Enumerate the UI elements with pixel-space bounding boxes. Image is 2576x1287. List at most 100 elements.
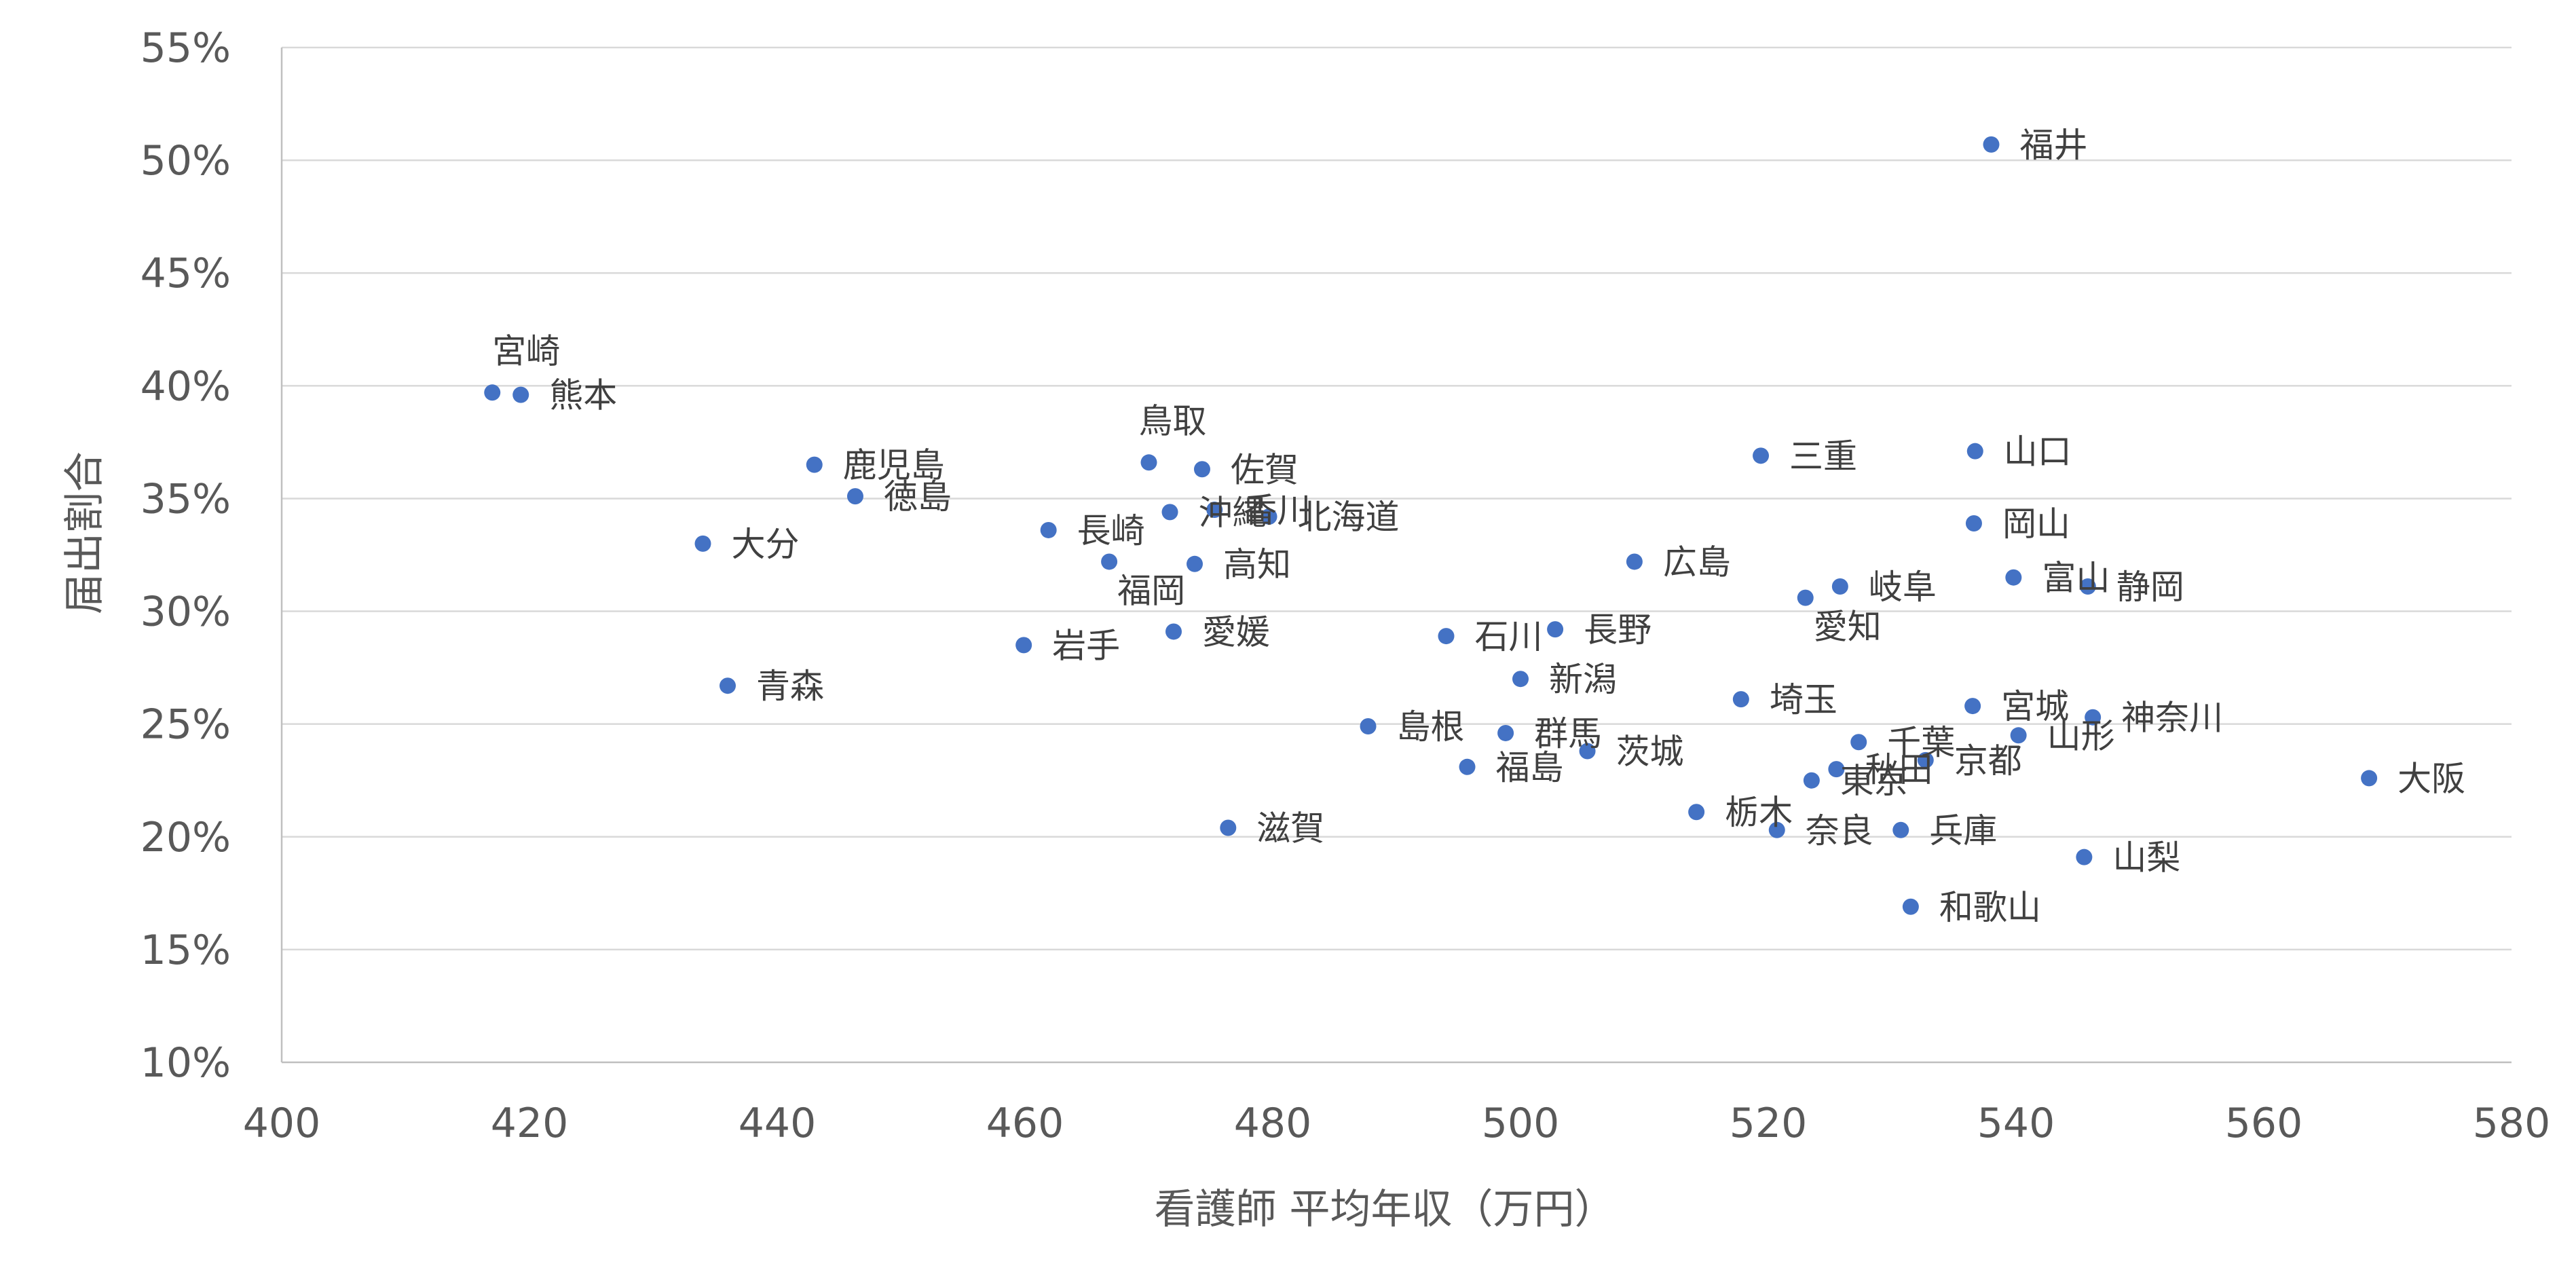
- data-point: [846, 488, 863, 505]
- x-axis-title: 看護師 平均年収（万円）: [1154, 1186, 1615, 1233]
- data-point-label: 沖縄: [1199, 493, 1267, 532]
- data-point-label: 新潟: [1549, 660, 1617, 699]
- data-point: [1360, 717, 1377, 734]
- data-point: [1964, 698, 1981, 715]
- data-point-label: 長崎: [1077, 511, 1145, 551]
- data-points: [484, 136, 2378, 915]
- data-point: [1547, 621, 1564, 638]
- data-point-label: 和歌山: [1939, 888, 2041, 927]
- data-point: [2079, 578, 2096, 595]
- data-point: [1187, 555, 1203, 572]
- data-point-label: 山形: [2047, 716, 2115, 756]
- data-point: [1965, 515, 1982, 531]
- data-point-label: 秋田: [1865, 750, 1933, 789]
- data-point: [1803, 772, 1820, 789]
- x-tick-label: 480: [1234, 1100, 1312, 1147]
- data-point: [1165, 623, 1182, 640]
- data-point-label: 山口: [2004, 432, 2072, 472]
- data-point: [1850, 734, 1867, 751]
- data-point: [1828, 761, 1845, 778]
- data-point: [1626, 553, 1643, 570]
- data-point-label: 熊本: [549, 376, 617, 415]
- data-point-label: 広島: [1663, 542, 1731, 582]
- x-tick-label: 400: [243, 1100, 321, 1147]
- data-point-label: 福井: [2020, 126, 2088, 165]
- x-tick-label: 580: [2473, 1100, 2551, 1147]
- data-point: [2085, 709, 2102, 726]
- data-point: [1512, 671, 1529, 688]
- data-point: [1101, 553, 1118, 570]
- data-point-label: 愛媛: [1202, 612, 1270, 652]
- data-point-label: 福島: [1496, 748, 1564, 787]
- data-point-label: 岐阜: [1869, 567, 1937, 607]
- data-point: [1966, 443, 1983, 460]
- data-point-label: 宮城: [2001, 687, 2069, 726]
- data-point-label: 石川: [1475, 617, 1543, 656]
- data-point: [1193, 461, 1210, 478]
- data-point: [1459, 758, 1476, 775]
- data-point: [1797, 589, 1814, 606]
- data-point-label: 富山: [2042, 559, 2110, 598]
- data-point: [1161, 504, 1178, 521]
- data-point-label: 茨城: [1616, 732, 1684, 772]
- data-point-label: 青森: [756, 667, 824, 706]
- data-point-label: 山梨: [2112, 838, 2180, 878]
- data-point: [806, 456, 823, 473]
- y-tick-label: 50%: [141, 137, 231, 185]
- data-point-label: 埼玉: [1770, 680, 1837, 720]
- data-point: [1579, 743, 1596, 760]
- data-point: [1140, 454, 1157, 471]
- y-tick-label: 35%: [141, 475, 231, 523]
- x-tick-label: 520: [1730, 1100, 1808, 1147]
- x-tick-label: 540: [1977, 1100, 2055, 1147]
- data-point: [2076, 848, 2093, 865]
- y-tick-label: 45%: [141, 250, 231, 297]
- y-tick-label: 10%: [141, 1039, 231, 1087]
- x-tick-label: 560: [2225, 1100, 2303, 1147]
- data-point: [484, 384, 501, 401]
- data-point-label: 島根: [1397, 707, 1465, 747]
- data-point: [1206, 502, 1223, 519]
- data-point-label: 京都: [1954, 741, 2022, 781]
- x-tick-label: 420: [491, 1100, 569, 1147]
- data-point-label: 奈良: [1806, 811, 1873, 851]
- data-point-label: 佐賀: [1231, 450, 1299, 489]
- gridlines: [282, 46, 2512, 951]
- x-tick-label: 460: [986, 1100, 1064, 1147]
- data-point-label: 滋賀: [1256, 808, 1324, 848]
- data-point: [2010, 727, 2027, 744]
- y-tick-label: 25%: [141, 701, 231, 749]
- data-point-label: 大分: [732, 525, 800, 564]
- y-tick-label: 15%: [141, 927, 231, 974]
- y-axis-title: 届出割合: [61, 451, 109, 614]
- data-point: [1831, 578, 1848, 595]
- data-point-label: 岩手: [1052, 626, 1120, 665]
- data-point: [1438, 628, 1455, 645]
- data-point-label: 愛知: [1814, 608, 1882, 647]
- data-point-label: 大阪: [2397, 759, 2465, 798]
- y-tick-label: 55%: [141, 24, 231, 72]
- data-point: [1753, 447, 1770, 464]
- data-point-label: 宮崎: [492, 331, 560, 371]
- data-point: [2361, 770, 2378, 787]
- y-tick-label: 40%: [141, 362, 231, 410]
- data-point: [720, 677, 736, 694]
- data-point-label: 静岡: [2116, 567, 2184, 607]
- axes: 10% 15% 20% 25% 30% 35% 40% 45% 50% 55% 400 420 440 4…: [141, 24, 2551, 1147]
- data-point: [1497, 724, 1514, 741]
- data-point: [1732, 691, 1749, 708]
- data-point: [512, 386, 529, 403]
- data-point-label: 群馬: [1534, 714, 1602, 753]
- data-point-label: 高知: [1223, 545, 1291, 584]
- x-tick-label: 500: [1482, 1100, 1560, 1147]
- data-point: [1768, 821, 1785, 838]
- data-point-label: 徳島: [884, 477, 952, 517]
- data-point-label: 栃木: [1725, 793, 1793, 832]
- data-point: [1983, 136, 2000, 153]
- data-point-label: 三重: [1789, 436, 1857, 476]
- data-point-label: 神奈川: [2121, 698, 2223, 738]
- data-point: [1902, 898, 1919, 915]
- data-point-label: 東京: [1840, 762, 1908, 801]
